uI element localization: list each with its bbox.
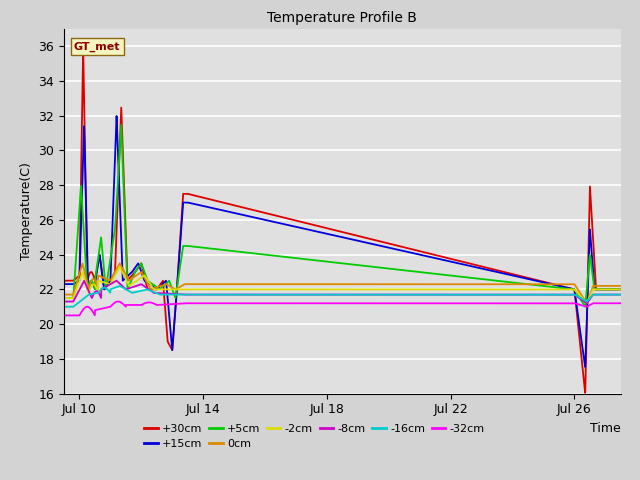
Legend: +30cm, +15cm, +5cm, 0cm, -2cm, -8cm, -16cm, -32cm: +30cm, +15cm, +5cm, 0cm, -2cm, -8cm, -16… bbox=[140, 419, 489, 454]
Y-axis label: Temperature(C): Temperature(C) bbox=[20, 162, 33, 260]
Text: GT_met: GT_met bbox=[74, 42, 120, 52]
Title: Temperature Profile B: Temperature Profile B bbox=[268, 11, 417, 25]
X-axis label: Time: Time bbox=[590, 422, 621, 435]
